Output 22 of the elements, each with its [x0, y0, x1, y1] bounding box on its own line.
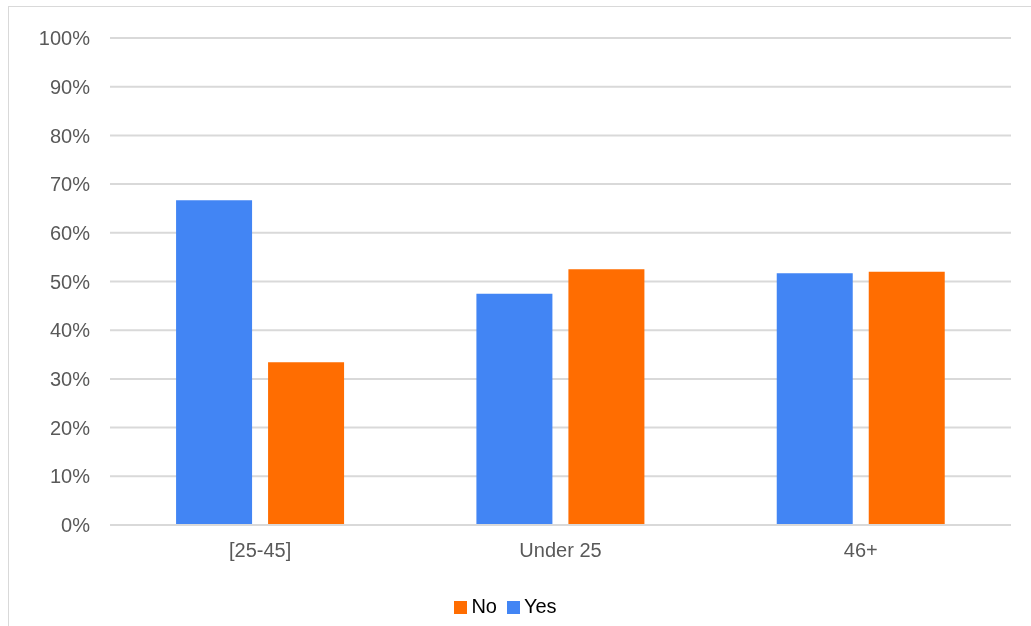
bar — [568, 269, 645, 525]
bar — [476, 293, 553, 525]
y-tick-label: 50% — [49, 270, 91, 293]
bar — [268, 362, 345, 525]
legend-label: Yes — [523, 595, 557, 617]
y-tick-label: 100% — [38, 27, 91, 50]
x-tick-label: 46+ — [843, 539, 878, 562]
y-tick-label: 20% — [49, 416, 91, 439]
y-tick-label: 10% — [49, 465, 91, 488]
y-tick-label: 70% — [49, 173, 91, 196]
y-tick-label: 0% — [61, 514, 91, 537]
legend-label: No — [471, 595, 497, 617]
bar — [776, 273, 853, 525]
y-tick-label: 60% — [49, 221, 91, 244]
y-tick-label: 40% — [49, 319, 91, 342]
x-tick-label: Under 25 — [519, 539, 602, 562]
y-tick-label: 30% — [49, 368, 91, 390]
bar — [868, 271, 945, 525]
y-tick-label: 90% — [49, 75, 91, 98]
y-tick-label: 80% — [49, 124, 91, 147]
x-tick-label: [25-45] — [229, 539, 292, 562]
bar — [176, 200, 253, 525]
